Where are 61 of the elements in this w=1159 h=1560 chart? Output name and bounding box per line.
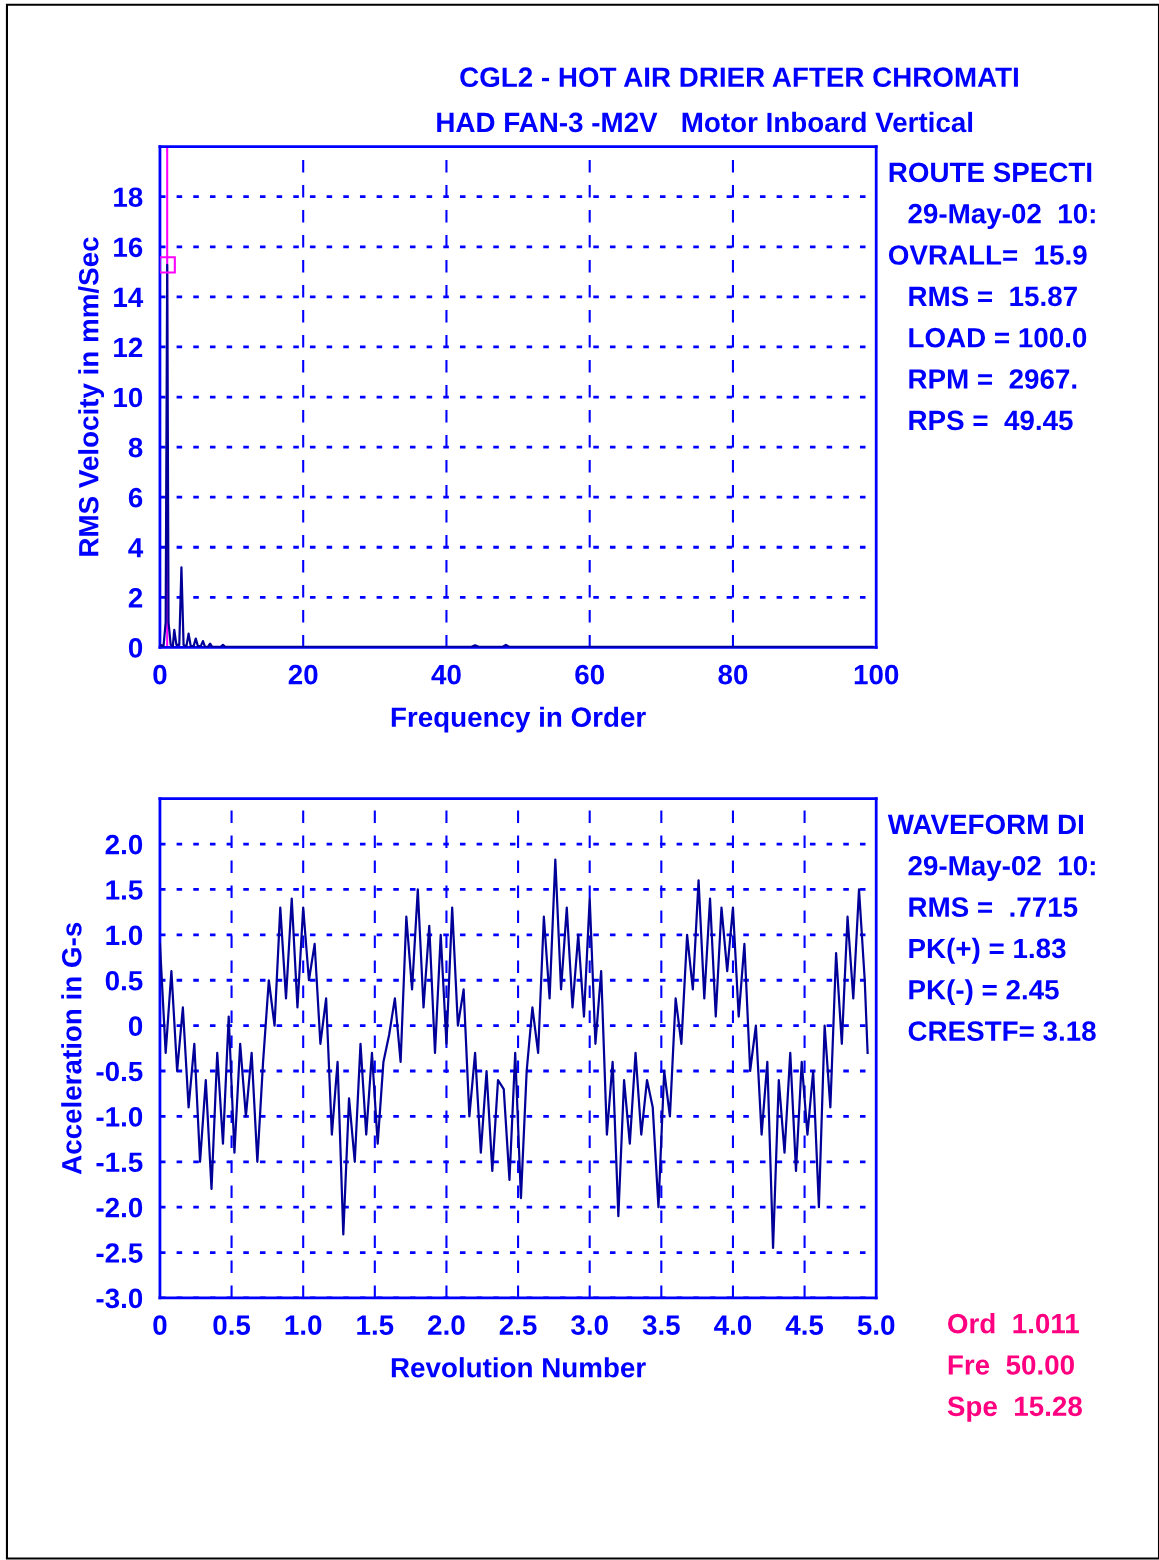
x-tick-label: 0 <box>153 1315 167 1335</box>
y-tick-label: 0.5 <box>105 970 143 991</box>
x-tick-label: 1.0 <box>285 1315 322 1335</box>
x-tick-label: 0.5 <box>213 1315 251 1335</box>
x-tick-label: 20 <box>288 664 318 685</box>
y-tick-label: 0 <box>128 1016 143 1036</box>
y-tick-label: 4 <box>128 538 144 558</box>
y-tick-label: 10 <box>114 387 143 408</box>
x-tick-label: 80 <box>718 664 748 685</box>
y-tick-label: -2.0 <box>96 1197 143 1218</box>
x-tick-label: 100 <box>854 664 899 685</box>
text: 29-May-02 10: <box>908 203 1095 230</box>
y-tick-label: -2.5 <box>96 1243 143 1263</box>
x-tick-label: 40 <box>431 664 461 685</box>
x-tick-label: 0 <box>153 664 167 685</box>
y-tick-label: 2.0 <box>105 834 143 855</box>
y-tick-label: 1.5 <box>106 880 143 900</box>
y-tick-label: 6 <box>128 487 143 508</box>
text: CRESTF= 3.18 <box>908 1021 1096 1041</box>
text: OVRALL= 15.9 <box>888 245 1087 265</box>
y-tick-label: -1.0 <box>96 1107 143 1127</box>
y-tick-label: 2 <box>128 587 143 608</box>
x-tick-label: 4.5 <box>785 1315 824 1335</box>
x-tick-label: 3.0 <box>571 1315 608 1336</box>
y-axis-title: RMS Velocity in mm/Sec <box>78 237 105 556</box>
text: LOAD = 100.0 <box>909 327 1087 348</box>
x-tick-label: 5.0 <box>857 1315 895 1335</box>
y-axis-title: Acceleration in G-s <box>61 922 82 1175</box>
y-tick-label: 8 <box>128 437 143 458</box>
text: PK(+) = 1.83 <box>909 937 1066 964</box>
text: PK(-) = 2.45 <box>909 979 1059 1006</box>
text: RPS = 49.45 <box>909 410 1073 431</box>
chart-title: CGL2 - HOT AIR DRIER AFTER CHROMATI <box>460 67 1018 88</box>
x-tick-label: 3.5 <box>642 1315 680 1336</box>
x-tick-label: 2.5 <box>499 1315 537 1335</box>
x-tick-label: 60 <box>575 664 605 685</box>
x-axis-title: Frequency in Order <box>391 706 646 733</box>
y-tick-label: 18 <box>114 187 143 208</box>
x-tick-label: 4.0 <box>714 1315 752 1335</box>
chart-subtitle: HAD FAN-3 -M2V Motor Inboard Vertical <box>437 111 973 133</box>
y-tick-label: -1.5 <box>96 1152 143 1173</box>
x-axis-title: Revolution Number <box>391 1357 646 1378</box>
text: ROUTE SPECTI <box>889 162 1092 183</box>
y-tick-label: -3.0 <box>96 1288 143 1309</box>
text: Fre 50.00 <box>948 1355 1074 1375</box>
text: WAVEFORM DI <box>887 814 1083 835</box>
x-tick-label: 2.0 <box>428 1315 465 1335</box>
text: RMS = .7715 <box>909 897 1078 917</box>
y-tick-label: 16 <box>114 237 143 258</box>
y-tick-label: 0 <box>128 638 143 658</box>
y-tick-label: 12 <box>114 337 143 358</box>
text: RMS = 15.87 <box>909 286 1077 307</box>
y-tick-label: 1.0 <box>106 925 143 946</box>
x-tick-label: 1.5 <box>357 1315 394 1335</box>
text: 29-May-02 10: <box>908 855 1095 882</box>
text: Spe 15.28 <box>947 1396 1082 1422</box>
text: Ord 1.011 <box>948 1313 1079 1334</box>
y-tick-label: 14 <box>114 287 144 307</box>
text: RPM = 2967. <box>909 369 1077 389</box>
line-series <box>159 858 869 1250</box>
y-tick-label: -0.5 <box>96 1061 143 1082</box>
